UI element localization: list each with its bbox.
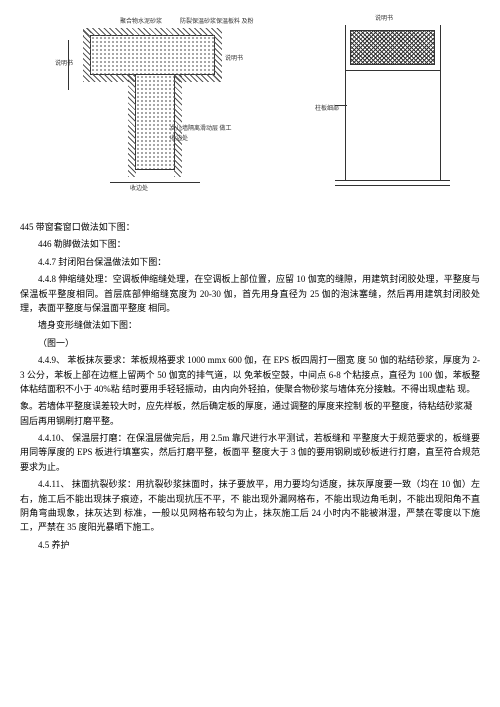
diagram-column-detail: 说明书 柱板细部 bbox=[310, 10, 450, 190]
section-fig1: （图一） bbox=[20, 336, 480, 350]
label-right: 说明书 bbox=[225, 55, 243, 65]
section-45: 4.5 养护 bbox=[20, 538, 480, 552]
diagrams-container: 聚合物水泥砂浆 防裂保温砂浆保温板料 及粉 说明书 说明书 女儿墙隔离滑动层 做… bbox=[20, 10, 480, 210]
section-4410: 4.4.10、 保温层打磨：在保温层做完后，用 2.5m 靠尺进行水平测试，若板… bbox=[20, 431, 480, 474]
label-top1: 聚合物水泥砂浆 bbox=[120, 18, 162, 28]
label-r-top: 说明书 bbox=[375, 15, 393, 25]
label-bottom3: 收边处 bbox=[130, 185, 148, 195]
section-448: 4.4.8 伸缩缝处理：空调板伸缩缝处理，在空调板上部位置，应留 10 伽宽的缝… bbox=[20, 272, 480, 315]
label-top2: 防裂保温砂浆保温板料 及粉 bbox=[180, 18, 254, 28]
section-449b: 象。若墙体平整度误差较大时，应先样板，然后确定板的厚度，通过调整的厚度来控制 板… bbox=[20, 399, 480, 428]
section-446: 446 勒脚做法如下图： bbox=[20, 237, 480, 251]
label-side: 说明书 bbox=[55, 60, 73, 70]
label-r-side: 柱板细部 bbox=[315, 105, 339, 115]
section-deform: 墙身变形缝做法如下图： bbox=[20, 318, 480, 332]
section-445: 445 带窗套窗口做法如下图： bbox=[20, 220, 480, 234]
diagram-window-detail: 聚合物水泥砂浆 防裂保温砂浆保温板料 及粉 说明书 说明书 女儿墙隔离滑动层 做… bbox=[50, 10, 250, 200]
section-447: 4.4.7 封闭阳台保温做法如下图： bbox=[20, 255, 480, 269]
section-4411: 4.4.11、 抹面抗裂砂浆：用抗裂砂浆抹面时，抹子要放平，用力要均匀适度，抹灰… bbox=[20, 477, 480, 535]
section-449: 4.4.9、 苯板抹灰要求：苯板规格要求 1000 mmx 600 伽，在 EP… bbox=[20, 353, 480, 396]
